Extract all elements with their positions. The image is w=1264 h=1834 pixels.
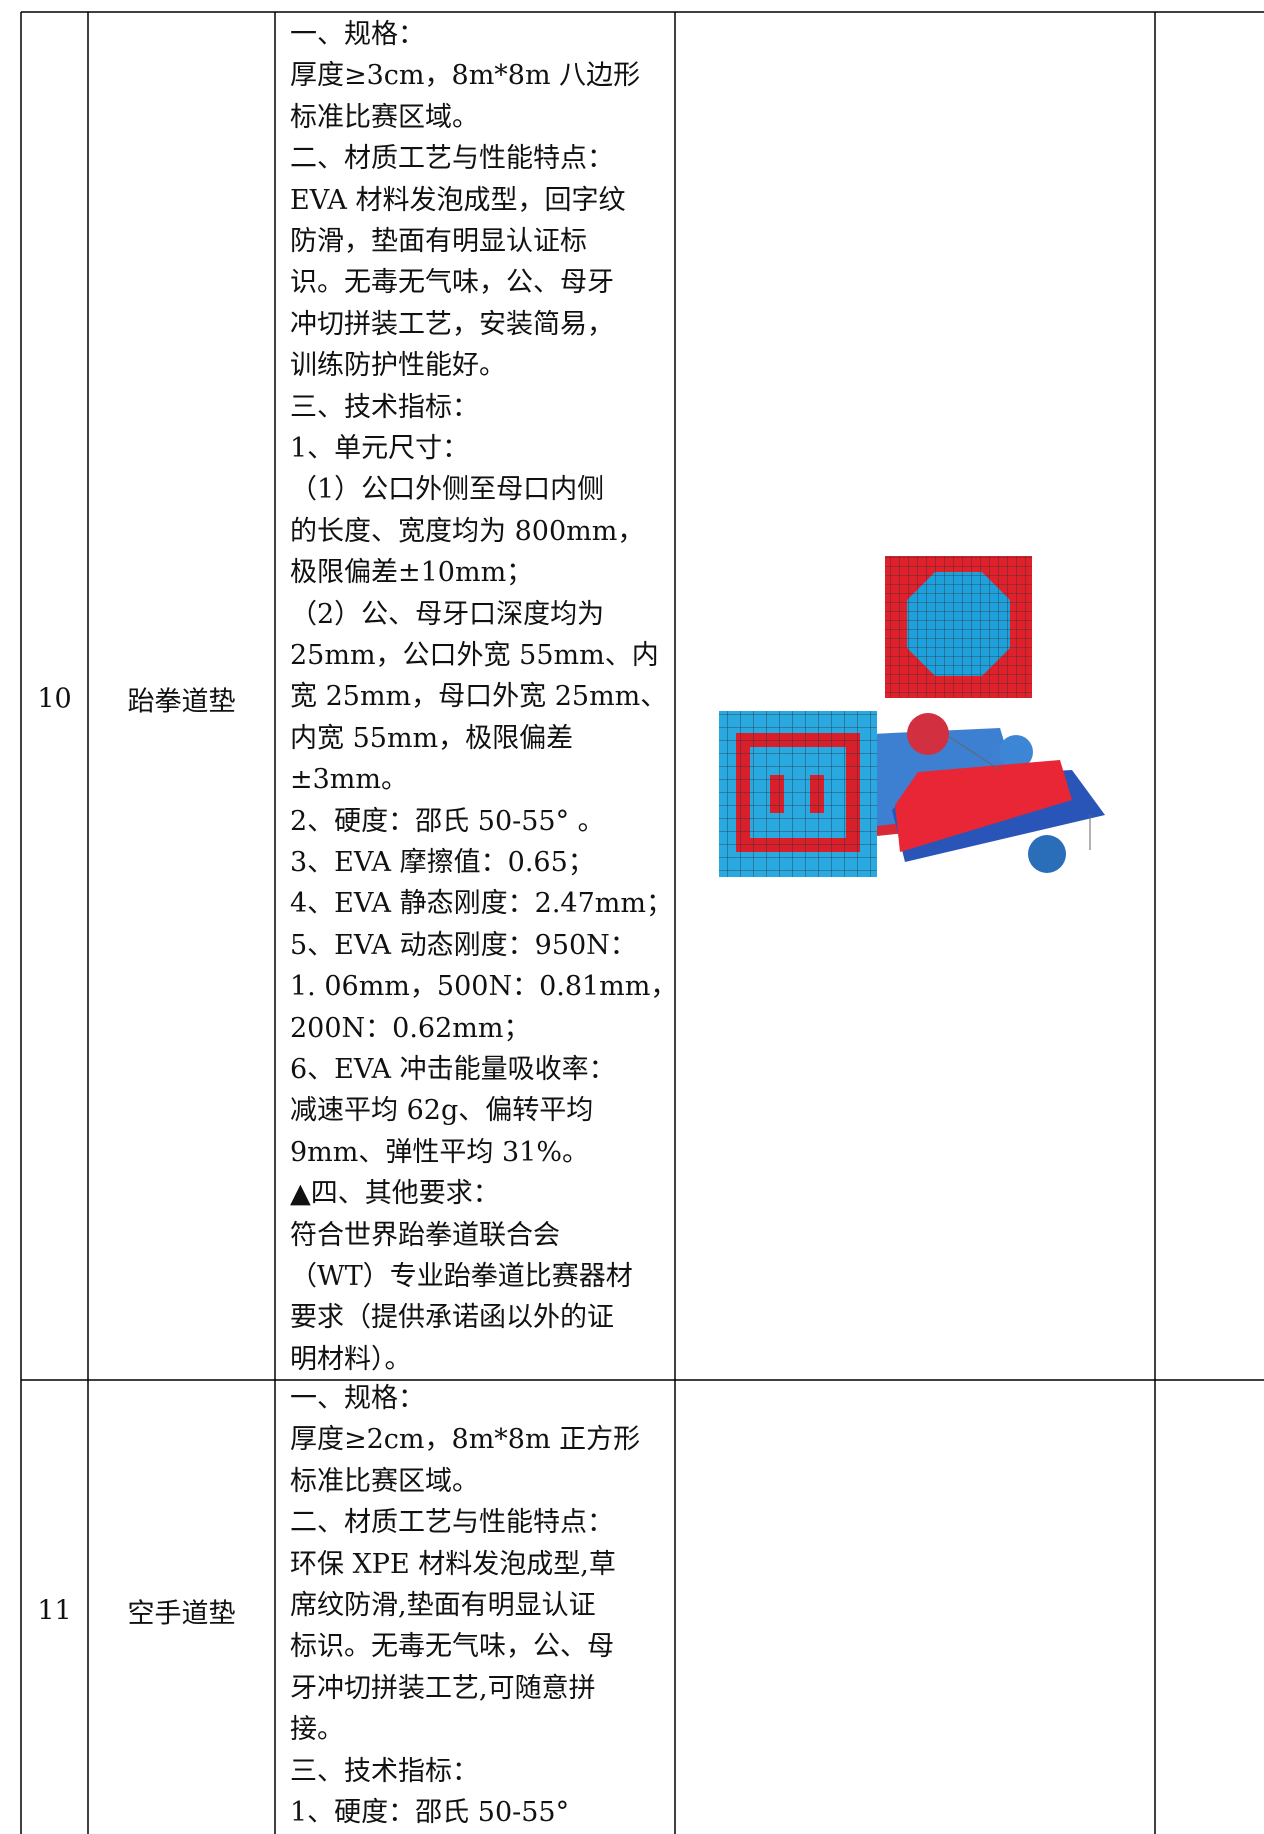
spec-line: 1、硬度：邵氏 50-55° [290,1797,570,1828]
spec-line: 内宽 55mm，极限偏差 [290,722,574,754]
spec-line: 识。无毒无气味，公、母牙 [290,267,614,299]
spec-line: 冲切拼装工艺，安装简易， [290,308,614,340]
row-number: 10 [37,683,72,715]
spec-line: ±3mm。 [290,764,409,796]
spec-line: 200N：0.62mm； [290,1012,531,1044]
karate-mat-image [719,711,1105,877]
spec-line: （WT）专业跆拳道比赛器材 [290,1261,633,1292]
item-name: 空手道垫 [127,1598,236,1630]
spec-line: 标识。无毒无气味，公、母 [290,1631,614,1663]
spec-line: 25mm，公口外宽 55mm、内 [290,640,659,671]
spec-line: 接。 [290,1714,344,1746]
spec-line: 要求（提供承诺函以外的证 [290,1302,614,1334]
spec-line: 标准比赛区域。 [290,101,479,133]
spec-line: （2）公、母牙口深度均为 [290,598,605,630]
spec-line: 明材料）。 [290,1343,412,1375]
spec-line: 减速平均 62g、偏转平均 [290,1095,594,1127]
spec-line: ▲四、其他要求： [290,1178,500,1210]
spec-line: 的长度、宽度均为 800mm， [290,515,645,547]
spec-line: （1）公口外侧至母口内侧 [290,474,605,506]
spec-line: 符合世界跆拳道联合会 [290,1219,560,1251]
borders [20,11,1264,1834]
spec-line: 席纹防滑,垫面有明显认证 [290,1590,596,1621]
spec-line: 2、硬度：邵氏 50-55° 。 [290,805,605,837]
spec-line: 一、规格： [290,19,425,50]
spec-line: 极限偏差±10mm； [290,557,534,589]
spec-line: EVA 材料发泡成型，回字纹 [290,184,626,216]
spec-line: 标准比赛区域。 [290,1465,479,1497]
spec-line: 宽 25mm，母口外宽 25mm、 [290,681,668,713]
spec-line: 三、技术指标： [290,391,479,423]
spec-line: 训练防护性能好。 [290,350,506,382]
spec-line: 3、EVA 摩擦值：0.65； [290,847,595,878]
spec-line: 环保 XPE 材料发泡成型,草 [290,1548,616,1580]
spec-line: 6、EVA 冲击能量吸收率： [290,1054,616,1085]
spec-line: 三、技术指标： [290,1755,479,1787]
spec-line: 二、材质工艺与性能特点： [290,143,614,175]
spec-line: 二、材质工艺与性能特点： [290,1507,614,1539]
spec-line: 9mm、弹性平均 31%。 [290,1136,589,1168]
spec-line: 4、EVA 静态刚度：2.47mm； [290,888,673,920]
spec-line: 1. 06mm，500N：0.81mm， [290,971,678,1003]
spec-line: 1、单元尺寸： [290,433,470,464]
row-number: 11 [37,1595,72,1627]
spec-line: 牙冲切拼装工艺,可随意拼 [290,1672,596,1704]
item-name: 跆拳道垫 [127,686,236,718]
spec-line: 防滑，垫面有明显认证标 [290,226,587,257]
spec-line: 一、规格： [290,1383,425,1414]
spec-line: 厚度≥3cm，8m*8m 八边形 [290,60,641,92]
spec-line: 5、EVA 动态刚度：950N： [290,929,637,961]
spec-line: 厚度≥2cm，8m*8m 正方形 [290,1424,641,1456]
